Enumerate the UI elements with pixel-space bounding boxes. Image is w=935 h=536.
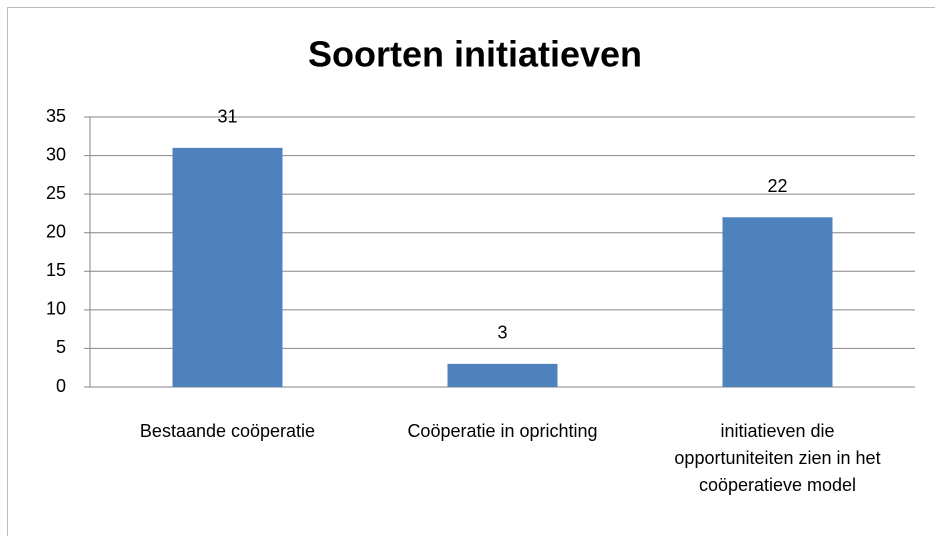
chart-title: Soorten initiatieven (308, 34, 642, 75)
bar (172, 147, 283, 387)
bar (447, 363, 558, 387)
x-tick-label: initiatieven die opportuniteiten zien in… (674, 421, 881, 495)
value-label: 22 (767, 176, 787, 196)
y-tick-label: 20 (46, 221, 66, 241)
x-tick-label: Coöperatie in oprichting (407, 421, 598, 441)
y-tick-label: 15 (46, 260, 66, 280)
y-tick-label: 5 (56, 337, 66, 357)
y-tick-label: 25 (46, 183, 66, 203)
y-tick-label: 0 (56, 376, 66, 396)
y-tick-label: 35 (46, 106, 66, 126)
x-tick-label: Bestaande coöperatie (139, 421, 316, 441)
value-label: 31 (217, 107, 237, 127)
chart-frame (7, 7, 935, 536)
y-tick-label: 10 (46, 299, 66, 319)
value-label: 3 (497, 323, 507, 343)
bar (722, 217, 833, 387)
y-tick-label: 30 (46, 144, 66, 164)
